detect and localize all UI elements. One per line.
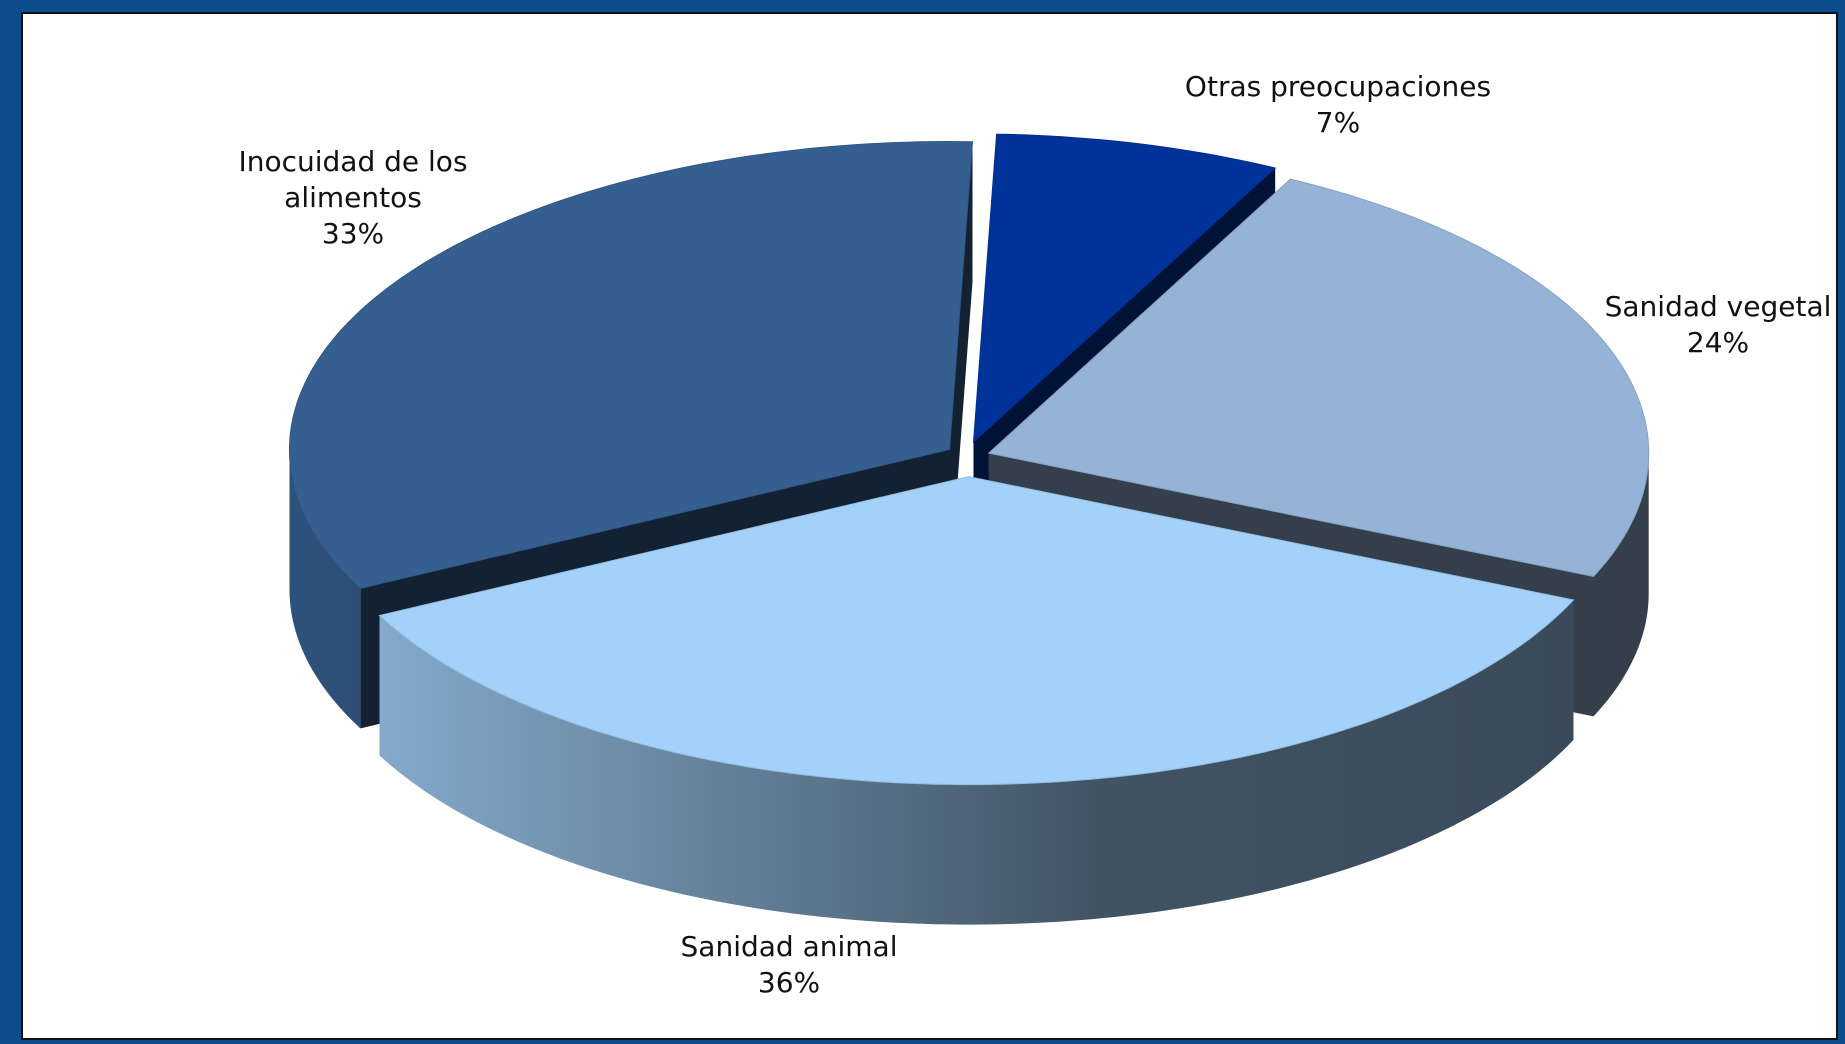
value-label: 36% bbox=[757, 966, 821, 999]
chart bbox=[289, 133, 1650, 925]
slice bbox=[378, 476, 1575, 786]
slice-outer-wall bbox=[1593, 453, 1649, 717]
value-label: 24% bbox=[1686, 326, 1750, 359]
slice-label: Inocuidad de los alimentos 33% bbox=[203, 144, 503, 252]
chart-frame: Otras preocupaciones 7% Sanidad vegetal 24%… bbox=[21, 12, 1838, 1040]
slice bbox=[972, 133, 1277, 444]
value-label: 7% bbox=[1315, 106, 1361, 139]
category-label: Otras preocupaciones bbox=[1184, 70, 1492, 103]
category-label: Sanidad animal bbox=[680, 930, 898, 963]
slice bbox=[289, 140, 974, 589]
slice-label: Sanidad vegetal 24% bbox=[1568, 289, 1836, 361]
slice-label: Sanidad animal 36% bbox=[619, 929, 959, 1001]
category-label: Inocuidad de los alimentos bbox=[238, 145, 468, 214]
value-label: 33% bbox=[321, 217, 385, 250]
category-label: Sanidad vegetal bbox=[1604, 290, 1832, 323]
slice-label: Otras preocupaciones 7% bbox=[1168, 69, 1508, 141]
slice-outer-wall bbox=[379, 599, 1574, 925]
slice bbox=[987, 178, 1650, 577]
slice-outer-wall bbox=[289, 449, 361, 729]
slice-cut-wall bbox=[949, 141, 973, 590]
